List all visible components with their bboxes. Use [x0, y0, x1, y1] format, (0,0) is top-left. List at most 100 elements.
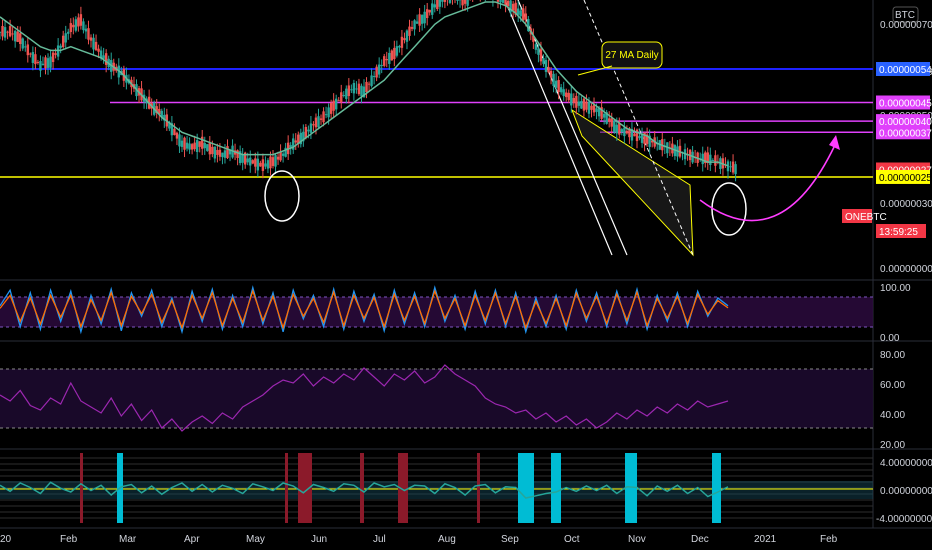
- candle-body[interactable]: [509, 0, 512, 13]
- candle-body[interactable]: [393, 47, 396, 60]
- candle-body[interactable]: [499, 0, 502, 3]
- candle-body[interactable]: [178, 134, 181, 147]
- candle-body[interactable]: [350, 89, 353, 91]
- candle-body[interactable]: [276, 156, 280, 160]
- candle-body[interactable]: [706, 152, 709, 164]
- candle-body[interactable]: [640, 133, 644, 143]
- candle-body[interactable]: [329, 102, 333, 114]
- candle-body[interactable]: [31, 52, 35, 63]
- candle-body[interactable]: [607, 118, 611, 122]
- candle-body[interactable]: [69, 23, 72, 33]
- candle-body[interactable]: [249, 157, 252, 166]
- candle-body[interactable]: [347, 85, 351, 97]
- candle-body[interactable]: [524, 13, 527, 20]
- candle-body[interactable]: [317, 116, 320, 128]
- candle-body[interactable]: [565, 92, 568, 98]
- candle-body[interactable]: [302, 131, 305, 142]
- candle-body[interactable]: [299, 132, 303, 145]
- candle-body[interactable]: [274, 155, 277, 167]
- candle-body[interactable]: [87, 28, 90, 40]
- candle-body[interactable]: [420, 14, 424, 24]
- candle-body[interactable]: [246, 158, 249, 163]
- candle-body[interactable]: [243, 152, 247, 165]
- candle-body[interactable]: [729, 166, 732, 168]
- candle-body[interactable]: [36, 61, 40, 63]
- candle-body[interactable]: [418, 14, 421, 26]
- candle-body[interactable]: [522, 8, 525, 21]
- candle-body[interactable]: [264, 163, 267, 167]
- candle-body[interactable]: [345, 88, 348, 99]
- candle-body[interactable]: [388, 52, 391, 64]
- candle-body[interactable]: [516, 8, 520, 15]
- candle-body[interactable]: [319, 118, 323, 120]
- candle-body[interactable]: [438, 0, 442, 7]
- candle-body[interactable]: [92, 37, 95, 50]
- candle-body[interactable]: [183, 137, 186, 150]
- candle-body[interactable]: [228, 149, 232, 155]
- candle-body[interactable]: [352, 83, 356, 94]
- candle-body[interactable]: [580, 101, 583, 109]
- candle-body[interactable]: [334, 98, 338, 110]
- candle-body[interactable]: [271, 157, 275, 166]
- candle-body[interactable]: [398, 45, 401, 48]
- candle-body[interactable]: [711, 160, 715, 162]
- candle-body[interactable]: [175, 132, 179, 139]
- candle-body[interactable]: [618, 123, 621, 135]
- candle-body[interactable]: [625, 130, 629, 134]
- candle-body[interactable]: [84, 28, 88, 32]
- candle-body[interactable]: [635, 129, 639, 142]
- candle-body[interactable]: [433, 4, 436, 8]
- candle-body[interactable]: [527, 18, 530, 32]
- stochastic-pane[interactable]: 100.00 0.00: [0, 283, 911, 344]
- candle-body[interactable]: [562, 89, 565, 97]
- candle-body[interactable]: [539, 49, 543, 62]
- candle-body[interactable]: [11, 33, 14, 35]
- candle-body[interactable]: [572, 97, 576, 103]
- candle-body[interactable]: [383, 56, 386, 66]
- candle-body[interactable]: [324, 114, 328, 116]
- candle-body[interactable]: [595, 108, 598, 112]
- candle-body[interactable]: [46, 58, 50, 68]
- candle-body[interactable]: [628, 128, 631, 138]
- candle-body[interactable]: [195, 139, 199, 152]
- candle-body[interactable]: [570, 93, 573, 106]
- candle-body[interactable]: [54, 53, 57, 55]
- candle-body[interactable]: [223, 150, 227, 158]
- candle-body[interactable]: [158, 108, 161, 115]
- candle-body[interactable]: [443, 0, 447, 2]
- candle-body[interactable]: [269, 156, 272, 169]
- candle-body[interactable]: [436, 0, 439, 10]
- candle-body[interactable]: [537, 48, 540, 55]
- candle-body[interactable]: [188, 143, 191, 150]
- candle-body[interactable]: [567, 92, 570, 101]
- candle-body[interactable]: [365, 81, 368, 93]
- candle-body[interactable]: [185, 142, 189, 149]
- candle-body[interactable]: [600, 107, 603, 119]
- candle-body[interactable]: [360, 85, 363, 97]
- candle-body[interactable]: [431, 3, 434, 15]
- candle-body[interactable]: [514, 2, 517, 15]
- candle-body[interactable]: [49, 56, 52, 68]
- candle-body[interactable]: [59, 45, 62, 48]
- candle-body[interactable]: [289, 145, 292, 148]
- candle-body[interactable]: [408, 26, 411, 36]
- candle-body[interactable]: [734, 164, 737, 175]
- candle-body[interactable]: [226, 146, 229, 159]
- candle-body[interactable]: [97, 48, 100, 52]
- candle-body[interactable]: [448, 0, 452, 3]
- candle-body[interactable]: [585, 101, 588, 110]
- candle-body[interactable]: [13, 30, 17, 42]
- candle-body[interactable]: [357, 83, 361, 95]
- candle-body[interactable]: [51, 52, 55, 63]
- candle-body[interactable]: [292, 138, 295, 150]
- candle-body[interactable]: [254, 158, 257, 167]
- candle-body[interactable]: [259, 162, 262, 167]
- candle-body[interactable]: [577, 101, 581, 106]
- candle-body[interactable]: [582, 98, 586, 111]
- candle-body[interactable]: [208, 142, 212, 155]
- candle-body[interactable]: [284, 147, 287, 157]
- candle-body[interactable]: [279, 151, 282, 161]
- candle-body[interactable]: [620, 129, 624, 133]
- candle-body[interactable]: [463, 0, 467, 4]
- candle-body[interactable]: [380, 64, 383, 66]
